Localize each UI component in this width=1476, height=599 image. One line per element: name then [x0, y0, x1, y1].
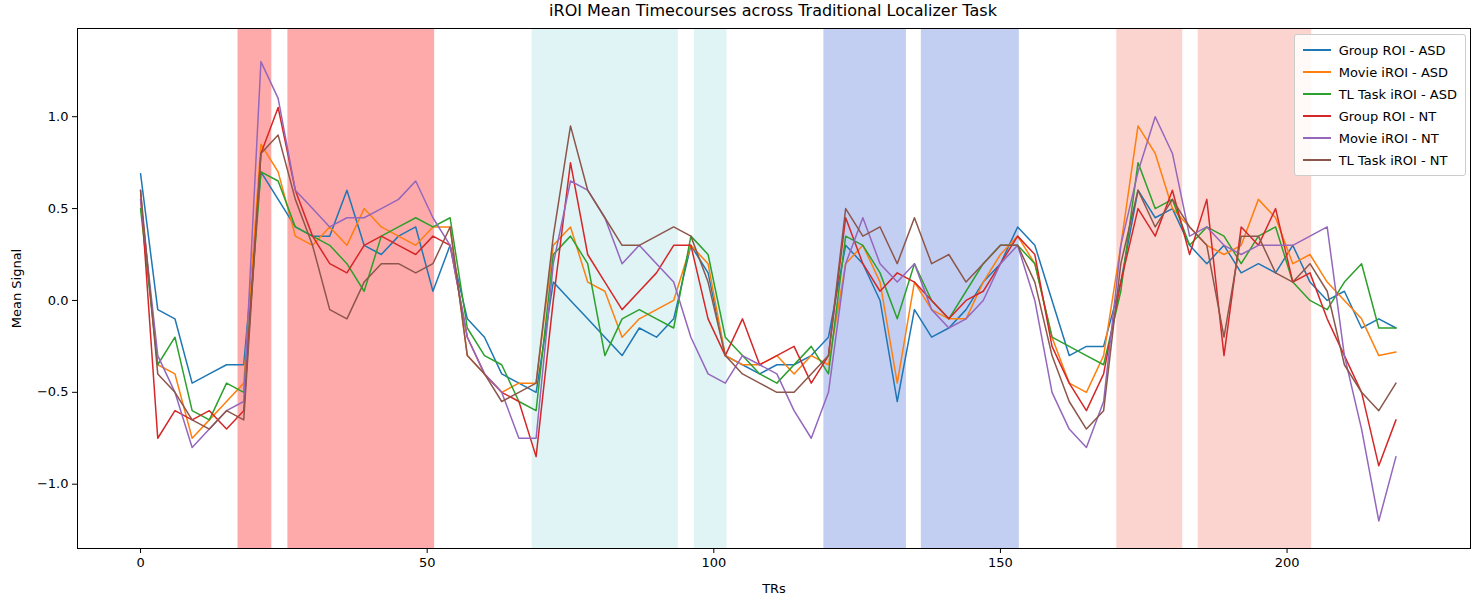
- svg-text:Mean Signal: Mean Signal: [9, 249, 24, 329]
- svg-text:150: 150: [988, 555, 1013, 570]
- svg-text:1.0: 1.0: [48, 109, 69, 124]
- html-text:Group ROI - ASD: Group ROI - ASD: [1338, 42, 1446, 58]
- html-text:TL Task iROI - NT: TL Task iROI - NT: [1338, 152, 1448, 168]
- html-text:iROI Mean Timecourses across T: iROI Mean Timecourses across Traditional…: [549, 1, 997, 20]
- svg-text:0.0: 0.0: [48, 293, 69, 308]
- html-text:Group ROI - NT: Group ROI - NT: [1338, 108, 1437, 124]
- html-text:TL Task iROI - ASD: TL Task iROI - ASD: [1338, 86, 1457, 102]
- svg-text:−1.0: −1.0: [37, 476, 69, 491]
- svg-text:0: 0: [136, 555, 144, 570]
- svg-text:50: 50: [419, 555, 436, 570]
- html-text:Movie iROI - NT: Movie iROI - NT: [1338, 130, 1439, 146]
- html-text:Movie iROI - ASD: Movie iROI - ASD: [1338, 64, 1449, 80]
- svg-text:0.5: 0.5: [48, 201, 69, 216]
- svg-text:−0.5: −0.5: [37, 384, 69, 399]
- svg-text:TRs: TRs: [761, 581, 786, 596]
- svg-text:100: 100: [701, 555, 726, 570]
- svg-text:200: 200: [1275, 555, 1300, 570]
